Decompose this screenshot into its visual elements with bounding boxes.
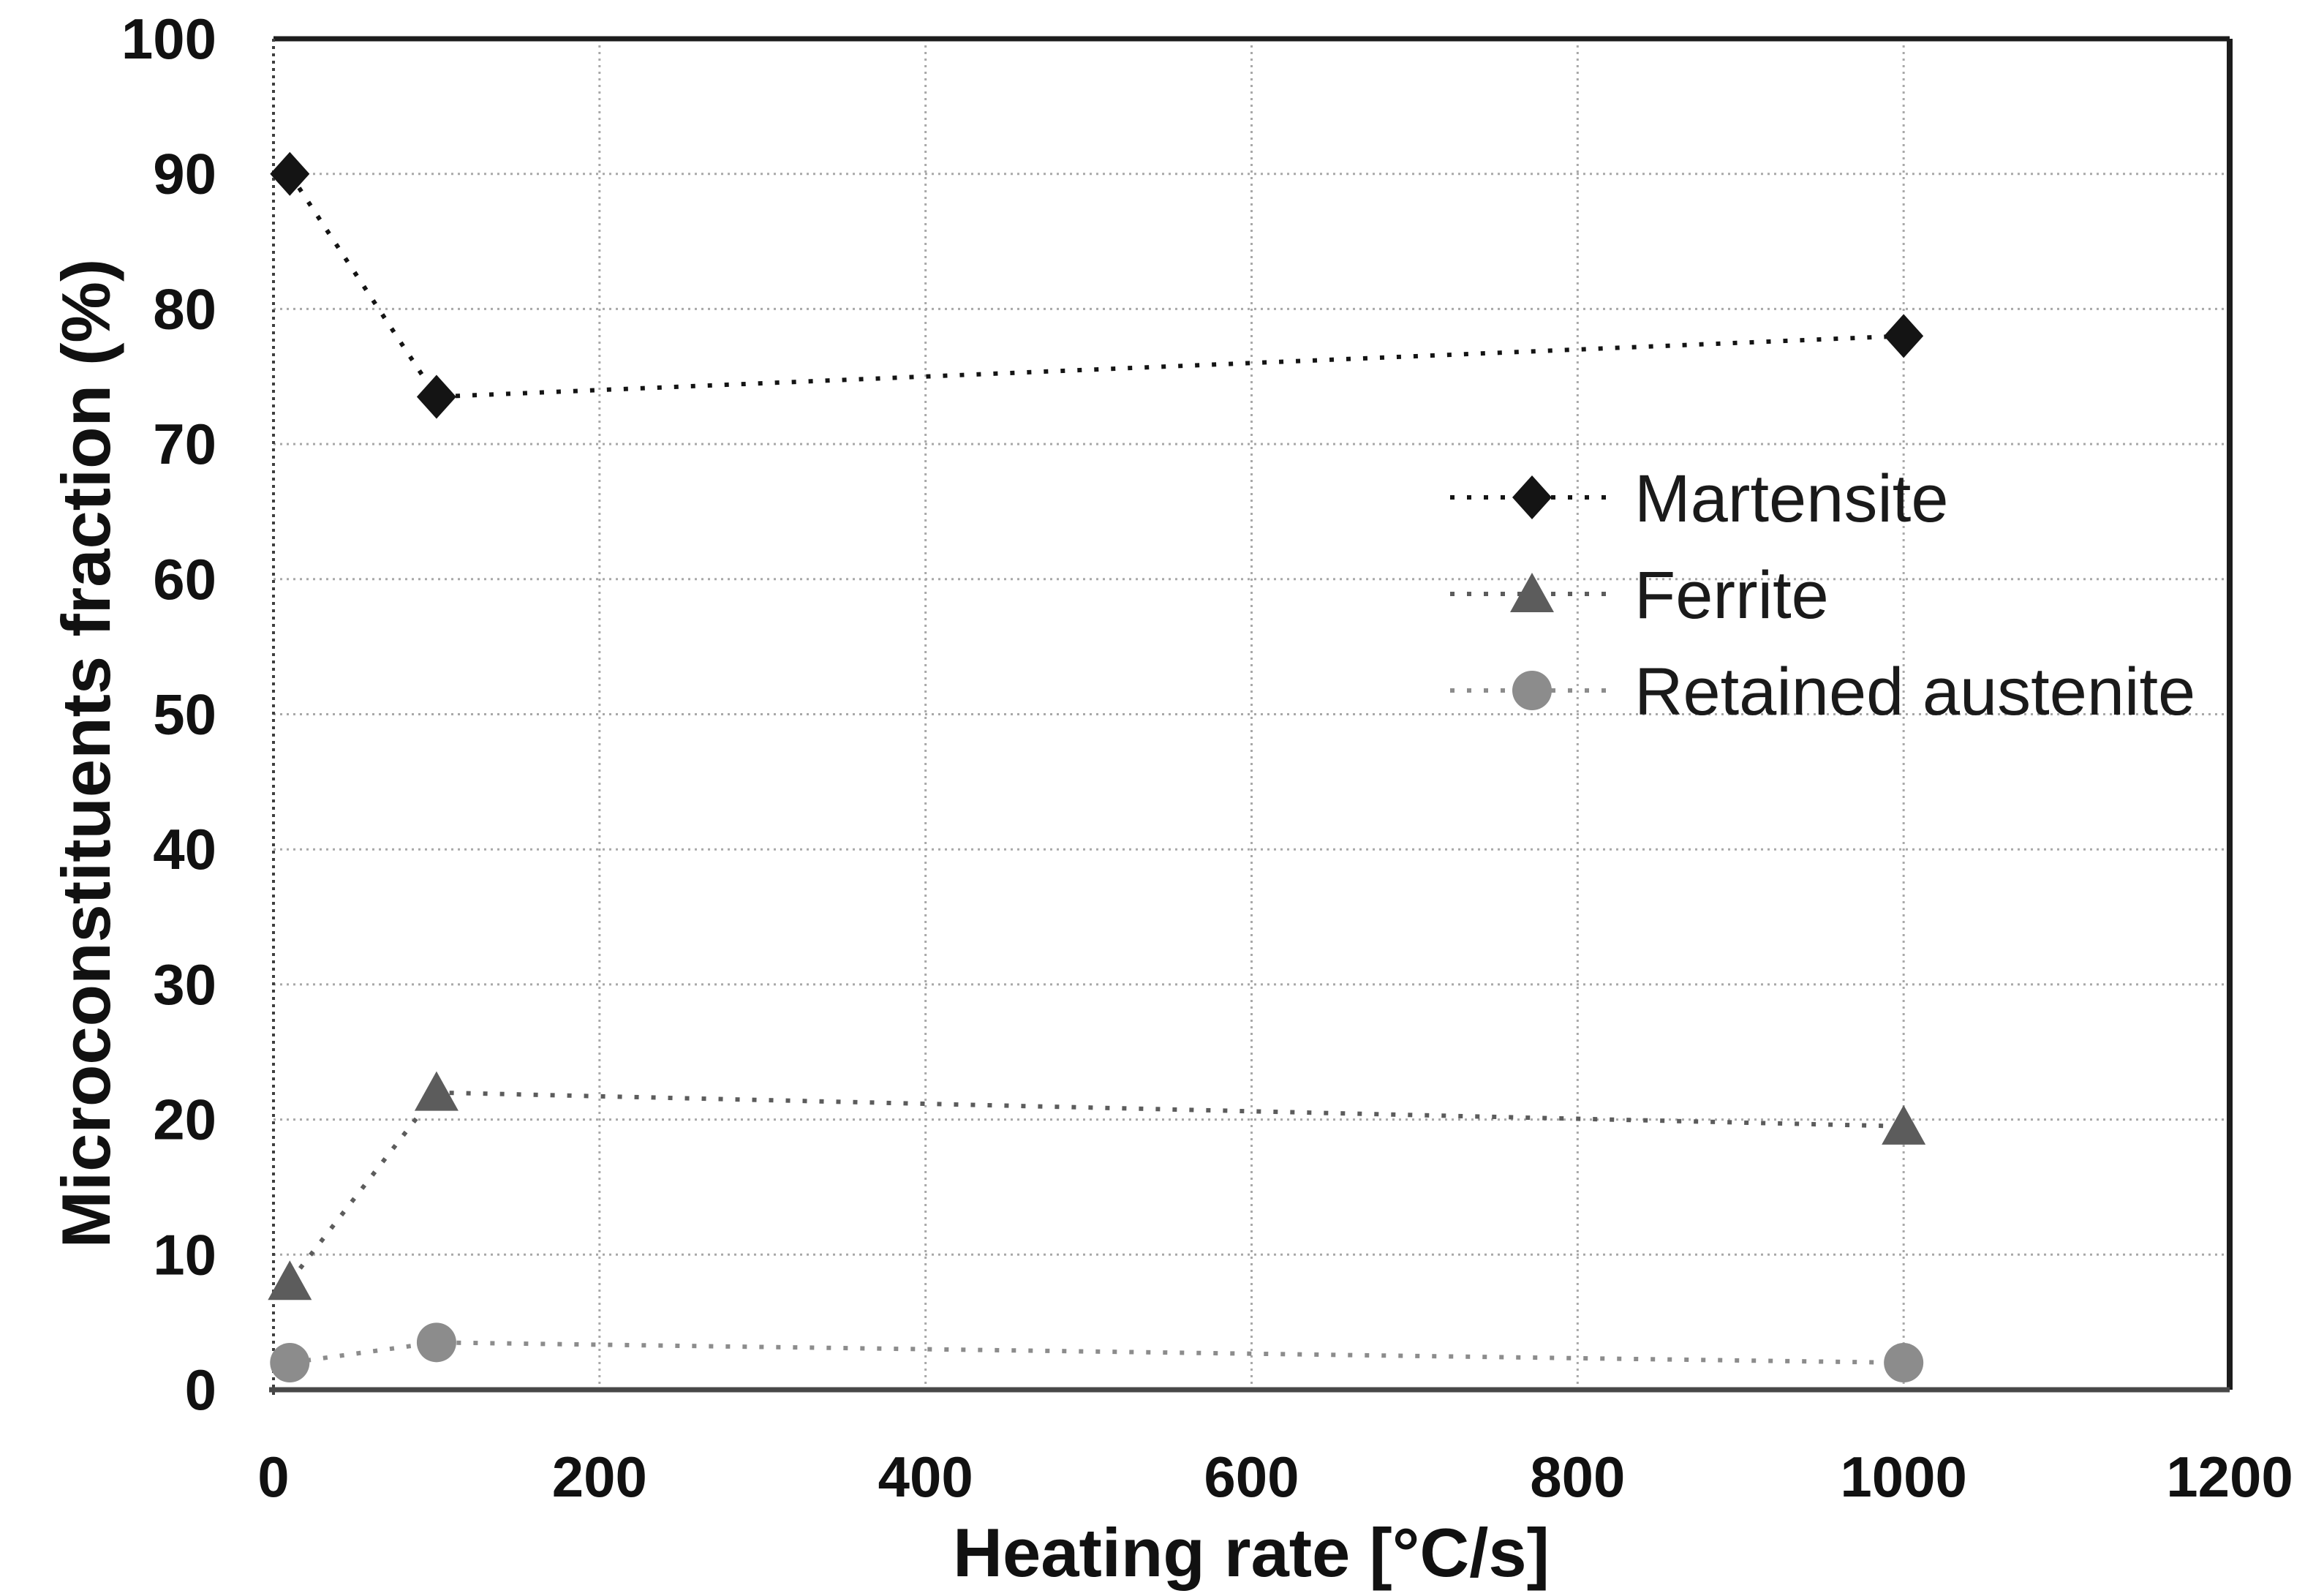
y-tick-label-40: 40 bbox=[153, 817, 216, 881]
series-line-martensite bbox=[287, 173, 1904, 399]
y-tick-label-30: 30 bbox=[153, 952, 216, 1017]
marker-retained-austenite-2-circle-icon bbox=[1884, 1343, 1924, 1383]
marker-ferrite-1-triangle-icon bbox=[414, 1071, 459, 1111]
legend-marker-martensite-diamond-icon bbox=[1512, 475, 1552, 519]
legend-item-retained-austenite: Retained austenite bbox=[1450, 655, 2195, 729]
y-axis-title: Microconstituents fraction (%) bbox=[48, 259, 124, 1249]
y-tick-label-10: 10 bbox=[153, 1222, 216, 1287]
legend-marker-ferrite-triangle-icon bbox=[1510, 573, 1554, 612]
marker-ferrite-2-triangle-icon bbox=[1882, 1104, 1926, 1145]
marker-ferrite-0-triangle-icon bbox=[268, 1260, 312, 1300]
legend-label-retained-austenite: Retained austenite bbox=[1634, 655, 2195, 729]
legend-label-ferrite: Ferrite bbox=[1634, 558, 1829, 633]
series-line-ferrite bbox=[287, 1090, 1904, 1284]
x-tick-label-400: 400 bbox=[878, 1445, 973, 1509]
series-martensite bbox=[270, 151, 1924, 419]
series-line-retained-austenite bbox=[289, 1340, 1904, 1366]
legend-marker-retained-austenite-circle-icon bbox=[1512, 671, 1552, 710]
marker-retained-austenite-0-circle-icon bbox=[270, 1343, 310, 1383]
y-tick-label-90: 90 bbox=[153, 142, 216, 206]
marker-martensite-0-diamond-icon bbox=[270, 151, 310, 196]
y-tick-label-100: 100 bbox=[121, 7, 216, 71]
y-tick-label-20: 20 bbox=[153, 1088, 216, 1152]
y-tick-label-50: 50 bbox=[153, 682, 216, 747]
x-tick-label-200: 200 bbox=[552, 1445, 647, 1509]
y-tick-label-60: 60 bbox=[153, 547, 216, 611]
legend-item-ferrite: Ferrite bbox=[1450, 558, 1829, 633]
y-tick-label-70: 70 bbox=[153, 412, 216, 476]
x-tick-label-1200: 1200 bbox=[2166, 1445, 2293, 1509]
marker-retained-austenite-1-circle-icon bbox=[416, 1322, 456, 1363]
y-tick-label-0: 0 bbox=[185, 1358, 216, 1422]
x-tick-label-800: 800 bbox=[1530, 1445, 1625, 1509]
y-tick-label-80: 80 bbox=[153, 276, 216, 341]
x-tick-label-1000: 1000 bbox=[1840, 1445, 1967, 1509]
x-tick-label-600: 600 bbox=[1204, 1445, 1299, 1509]
x-axis-title: Heating rate [°C/s] bbox=[953, 1514, 1550, 1591]
legend: Martensite Ferrite Retained austenite bbox=[1450, 462, 2195, 729]
marker-martensite-2-diamond-icon bbox=[1884, 314, 1924, 358]
legend-item-martensite: Martensite bbox=[1450, 462, 1949, 536]
x-tick-label-0: 0 bbox=[257, 1445, 289, 1509]
legend-label-martensite: Martensite bbox=[1634, 462, 1949, 536]
series-ferrite bbox=[268, 1071, 1926, 1300]
marker-martensite-1-diamond-icon bbox=[416, 374, 456, 419]
series-retained-austenite bbox=[270, 1322, 1924, 1383]
